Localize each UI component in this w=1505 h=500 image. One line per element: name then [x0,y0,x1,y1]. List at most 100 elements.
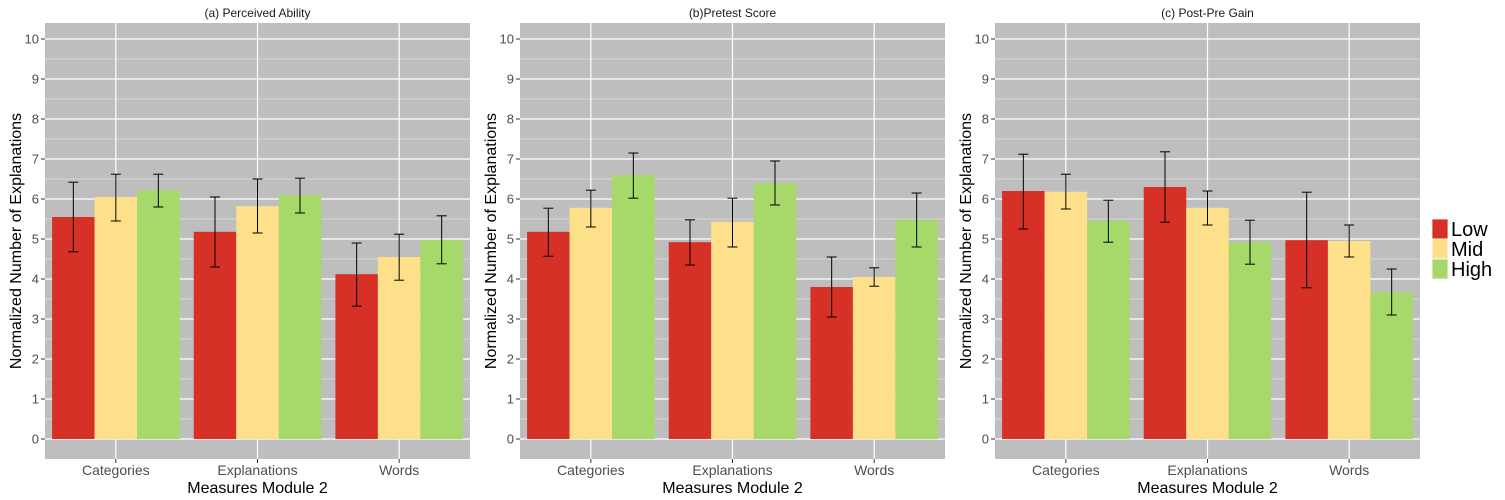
y-tick-label: 3 [507,312,514,327]
legend-swatch-low [1431,218,1449,240]
chart-title: (a) Perceived Ability [204,6,310,20]
y-tick-label: 9 [982,72,989,87]
x-tick-label: Explanations [1167,462,1247,478]
y-tick-label: 3 [32,312,39,327]
x-tick-label: Explanations [217,462,297,478]
bar-high-words [420,239,463,439]
y-tick-label: 0 [507,432,514,447]
y-tick-label: 8 [507,112,514,127]
y-axis-title: Normalized Number of Explanations [483,113,500,369]
error-bar-low-words [351,242,362,307]
x-tick-label: Explanations [692,462,772,478]
y-tick-label: 7 [32,152,39,167]
error-bar-low-categories [68,181,79,253]
y-tick-label: 2 [32,352,39,367]
y-tick-label: 7 [507,152,514,167]
error-bar-mid-explanations [1202,190,1213,226]
error-bar-high-categories [628,152,639,199]
y-tick-label: 4 [507,272,514,287]
error-bar-low-categories [1018,153,1029,230]
y-tick-label: 2 [507,352,514,367]
bar-low-explanations [668,242,712,439]
x-tick-label: Categories [1032,462,1100,478]
y-tick-label: 1 [32,392,39,407]
y-tick-label: 10 [500,32,514,47]
y-tick-label: 7 [982,152,989,167]
y-tick-label: 10 [25,32,39,47]
y-tick-label: 6 [32,192,39,207]
chart-title: (b)Pretest Score [689,6,777,20]
legend-label-mid: Mid [1451,239,1483,261]
bar-mid-explanations [236,206,279,439]
bar-mid-explanations [1186,207,1229,439]
error-bar-high-explanations [1245,219,1255,265]
bar-mid-categories [1044,191,1088,439]
x-tick-label: Categories [82,462,150,478]
legend-swatch-high [1431,258,1449,280]
bar-mid-categories [94,197,138,439]
y-tick-label: 6 [982,192,989,207]
y-tick-label: 3 [982,312,989,327]
y-tick-label: 8 [32,112,39,127]
legend-swatch-mid [1431,238,1449,260]
y-tick-label: 5 [32,232,39,247]
error-bar-high-words [1386,268,1397,316]
legend-label-high: High [1451,259,1492,281]
error-bar-mid-explanations [727,197,738,248]
x-axis-title: Measures Module 2 [1137,480,1278,497]
y-axis-title: Normalized Number of Explanations [958,113,975,369]
error-bar-mid-words [1344,224,1355,258]
error-bar-high-words [911,192,922,248]
error-bar-high-categories [153,173,164,208]
bar-mid-categories [569,207,613,439]
error-bar-mid-categories [110,173,121,222]
x-axis-title: Measures Module 2 [662,480,803,497]
chart-title: (c) Post-Pre Gain [1161,6,1254,20]
bar-high-categories [1087,221,1130,439]
error-bar-low-explanations [210,196,220,268]
bar-low-explanations [1143,187,1187,439]
y-tick-label: 10 [975,32,989,47]
chart-panel-1: 0 1 2 3 4 5 6 7 8 9 10 Categories Explanations Words (… [8,6,470,497]
y-tick-label: 4 [32,272,39,287]
error-bar-mid-words [869,267,880,287]
chart-panel-2: 0 1 2 3 4 5 6 7 8 9 10 Categories Explanations Words (… [483,6,945,497]
bar-high-words [895,219,938,439]
bar-mid-words [852,277,896,439]
error-bar-low-categories [543,207,554,257]
error-bar-high-words [436,215,447,265]
y-axis-title: Normalized Number of Explanations [8,113,25,369]
bar-mid-words [377,257,421,439]
error-bar-low-explanations [685,219,695,266]
y-tick-label: 1 [507,392,514,407]
bar-high-explanations [278,195,322,439]
x-tick-label: Words [379,462,419,478]
error-bar-mid-categories [585,189,596,228]
x-tick-label: Words [854,462,894,478]
error-bar-low-words [826,256,837,318]
legend-label-low: Low [1451,219,1488,241]
error-bar-mid-explanations [252,178,263,234]
bar-high-words [1370,292,1413,439]
bar-mid-explanations [711,221,754,439]
error-bar-high-explanations [295,177,305,214]
bar-high-explanations [753,183,797,439]
y-tick-label: 6 [507,192,514,207]
error-bar-low-words [1301,191,1312,289]
y-tick-label: 0 [32,432,39,447]
error-bar-mid-categories [1060,173,1071,210]
bar-high-categories [137,190,180,439]
y-tick-label: 9 [507,72,514,87]
bar-low-categories [527,231,570,439]
bar-high-categories [612,175,655,439]
bar-mid-words [1327,241,1371,439]
y-tick-label: 4 [982,272,989,287]
y-tick-label: 1 [982,392,989,407]
y-tick-label: 8 [982,112,989,127]
error-bar-mid-words [394,233,405,281]
y-tick-label: 5 [982,232,989,247]
bar-high-explanations [1228,242,1272,439]
error-bar-high-categories [1103,199,1114,243]
